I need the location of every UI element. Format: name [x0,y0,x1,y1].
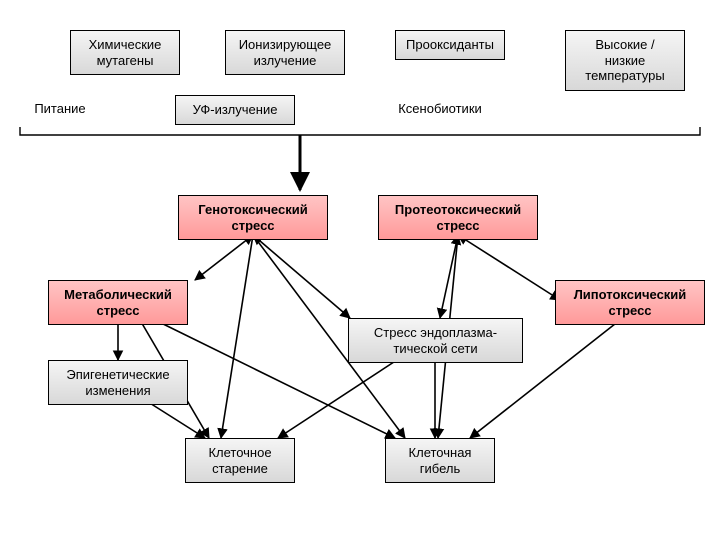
node-senesc: Клеточное старение [185,438,295,483]
edge [458,235,560,300]
node-proteo: Протеотоксический стресс [378,195,538,240]
edge [195,235,253,280]
node-erstress: Стресс эндоплазма-тической сети [348,318,523,363]
edge [440,235,458,318]
node-xeno: Ксенобиотики [380,95,500,123]
edge [278,358,400,438]
node-epigen: Эпигенетические изменения [48,360,188,405]
node-temps: Высокие / низкие температуры [565,30,685,91]
node-lipo: Липотоксический стресс [555,280,705,325]
edge [145,400,205,438]
node-chem: Химические мутагены [70,30,180,75]
node-geno: Генотоксический стресс [178,195,328,240]
node-death: Клеточная гибель [385,438,495,483]
node-uv: УФ-излучение [175,95,295,125]
edge [221,235,253,438]
node-nutr: Питание [20,95,100,123]
node-ioniz: Ионизирующее излучение [225,30,345,75]
node-proox: Прооксиданты [395,30,505,60]
node-metab: Метаболический стресс [48,280,188,325]
edge [253,235,350,318]
